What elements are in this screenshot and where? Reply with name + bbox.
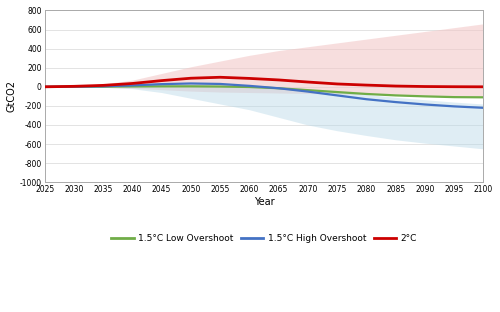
Legend: 1.5°C Low Overshoot, 1.5°C High Overshoot, 2°C: 1.5°C Low Overshoot, 1.5°C High Overshoo… bbox=[108, 230, 420, 246]
Y-axis label: GtCO2: GtCO2 bbox=[7, 80, 17, 112]
X-axis label: Year: Year bbox=[254, 197, 274, 207]
